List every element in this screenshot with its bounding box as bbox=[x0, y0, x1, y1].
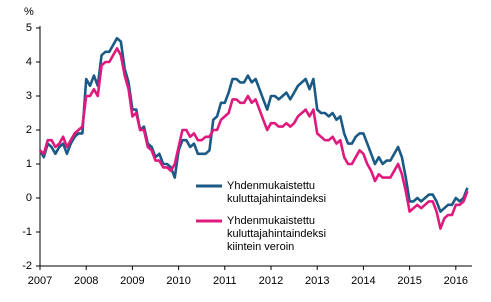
y-tick-label: -2 bbox=[22, 260, 32, 272]
x-tick-label: 2009 bbox=[120, 275, 144, 287]
legend-item: Yhdenmukaistettukuluttajahintaindeksikii… bbox=[196, 215, 326, 253]
x-tick-label: 2007 bbox=[28, 275, 52, 287]
x-tick-label: 2014 bbox=[351, 275, 375, 287]
y-tick-label: 5 bbox=[26, 22, 32, 34]
y-tick-label: 2 bbox=[26, 124, 32, 136]
legend-label: kuluttajahintaindeksi bbox=[227, 193, 326, 205]
legend-label: kiintein veroin bbox=[227, 241, 294, 253]
series-line bbox=[39, 47, 469, 230]
y-tick-label: 4 bbox=[26, 56, 32, 68]
series-line bbox=[38, 36, 469, 213]
y-tick-label: 0 bbox=[26, 192, 32, 204]
x-tick-label: 2016 bbox=[444, 275, 468, 287]
y-tick-label: 1 bbox=[26, 158, 32, 170]
legend-label: kuluttajahintaindeksi bbox=[227, 228, 326, 240]
x-tick-label: 2012 bbox=[259, 275, 283, 287]
legend-label: Yhdenmukaistettu bbox=[227, 215, 315, 227]
x-tick-label: 2010 bbox=[166, 275, 190, 287]
x-tick-label: 2008 bbox=[74, 275, 98, 287]
x-tick-label: 2015 bbox=[397, 275, 421, 287]
x-tick-label: 2013 bbox=[305, 275, 329, 287]
legend-label: Yhdenmukaistettu bbox=[227, 180, 315, 192]
y-tick-label: -1 bbox=[22, 226, 32, 238]
x-tick-label: 2011 bbox=[213, 275, 237, 287]
y-axis-label: % bbox=[24, 6, 34, 18]
y-tick-label: 3 bbox=[26, 90, 32, 102]
